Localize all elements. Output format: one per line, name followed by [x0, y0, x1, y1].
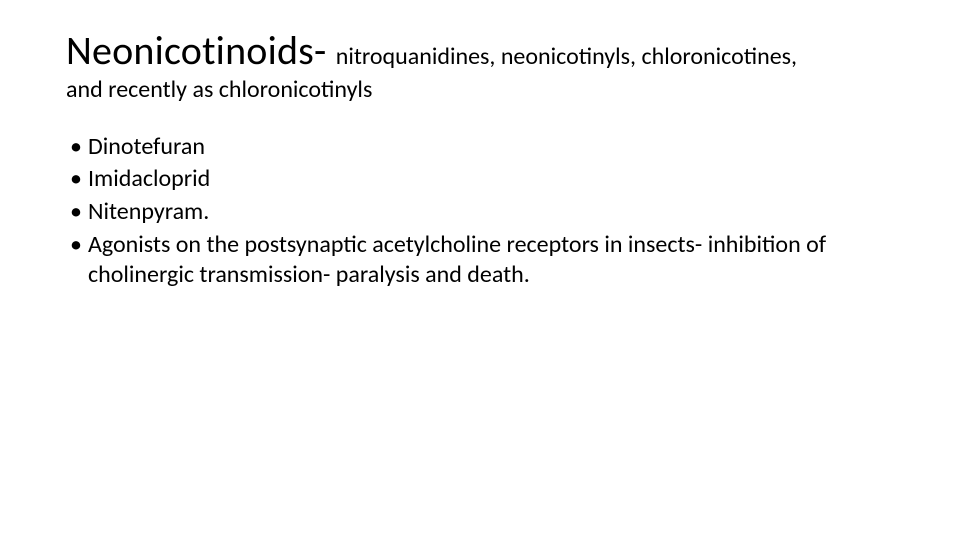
bullet-text: Dinotefuran — [88, 132, 894, 163]
bullet-text: Nitenpyram. — [88, 197, 894, 228]
title-line2: and recently as chloronicotinyls — [66, 76, 894, 104]
bullet-text: Agonists on the postsynaptic acetylcholi… — [88, 230, 894, 291]
list-item: • Imidacloprid — [66, 164, 894, 195]
list-item: • Agonists on the postsynaptic acetylcho… — [66, 230, 894, 291]
bullet-icon: • — [66, 230, 88, 261]
bullet-icon: • — [66, 197, 88, 228]
title-subtext: nitroquanidines, neonicotinyls, chloroni… — [336, 42, 797, 71]
bullet-icon: • — [66, 164, 88, 195]
body-content: • Dinotefuran • Imidacloprid • Nitenpyra… — [66, 132, 894, 292]
slide: Neonicotinoids- nitroquanidines, neonico… — [0, 0, 960, 540]
bullet-icon: • — [66, 132, 88, 163]
title-main: Neonicotinoids- — [66, 26, 336, 75]
title-block: Neonicotinoids- nitroquanidines, neonico… — [66, 28, 894, 104]
list-item: • Nitenpyram. — [66, 197, 894, 228]
bullet-text: Imidacloprid — [88, 164, 894, 195]
list-item: • Dinotefuran — [66, 132, 894, 163]
